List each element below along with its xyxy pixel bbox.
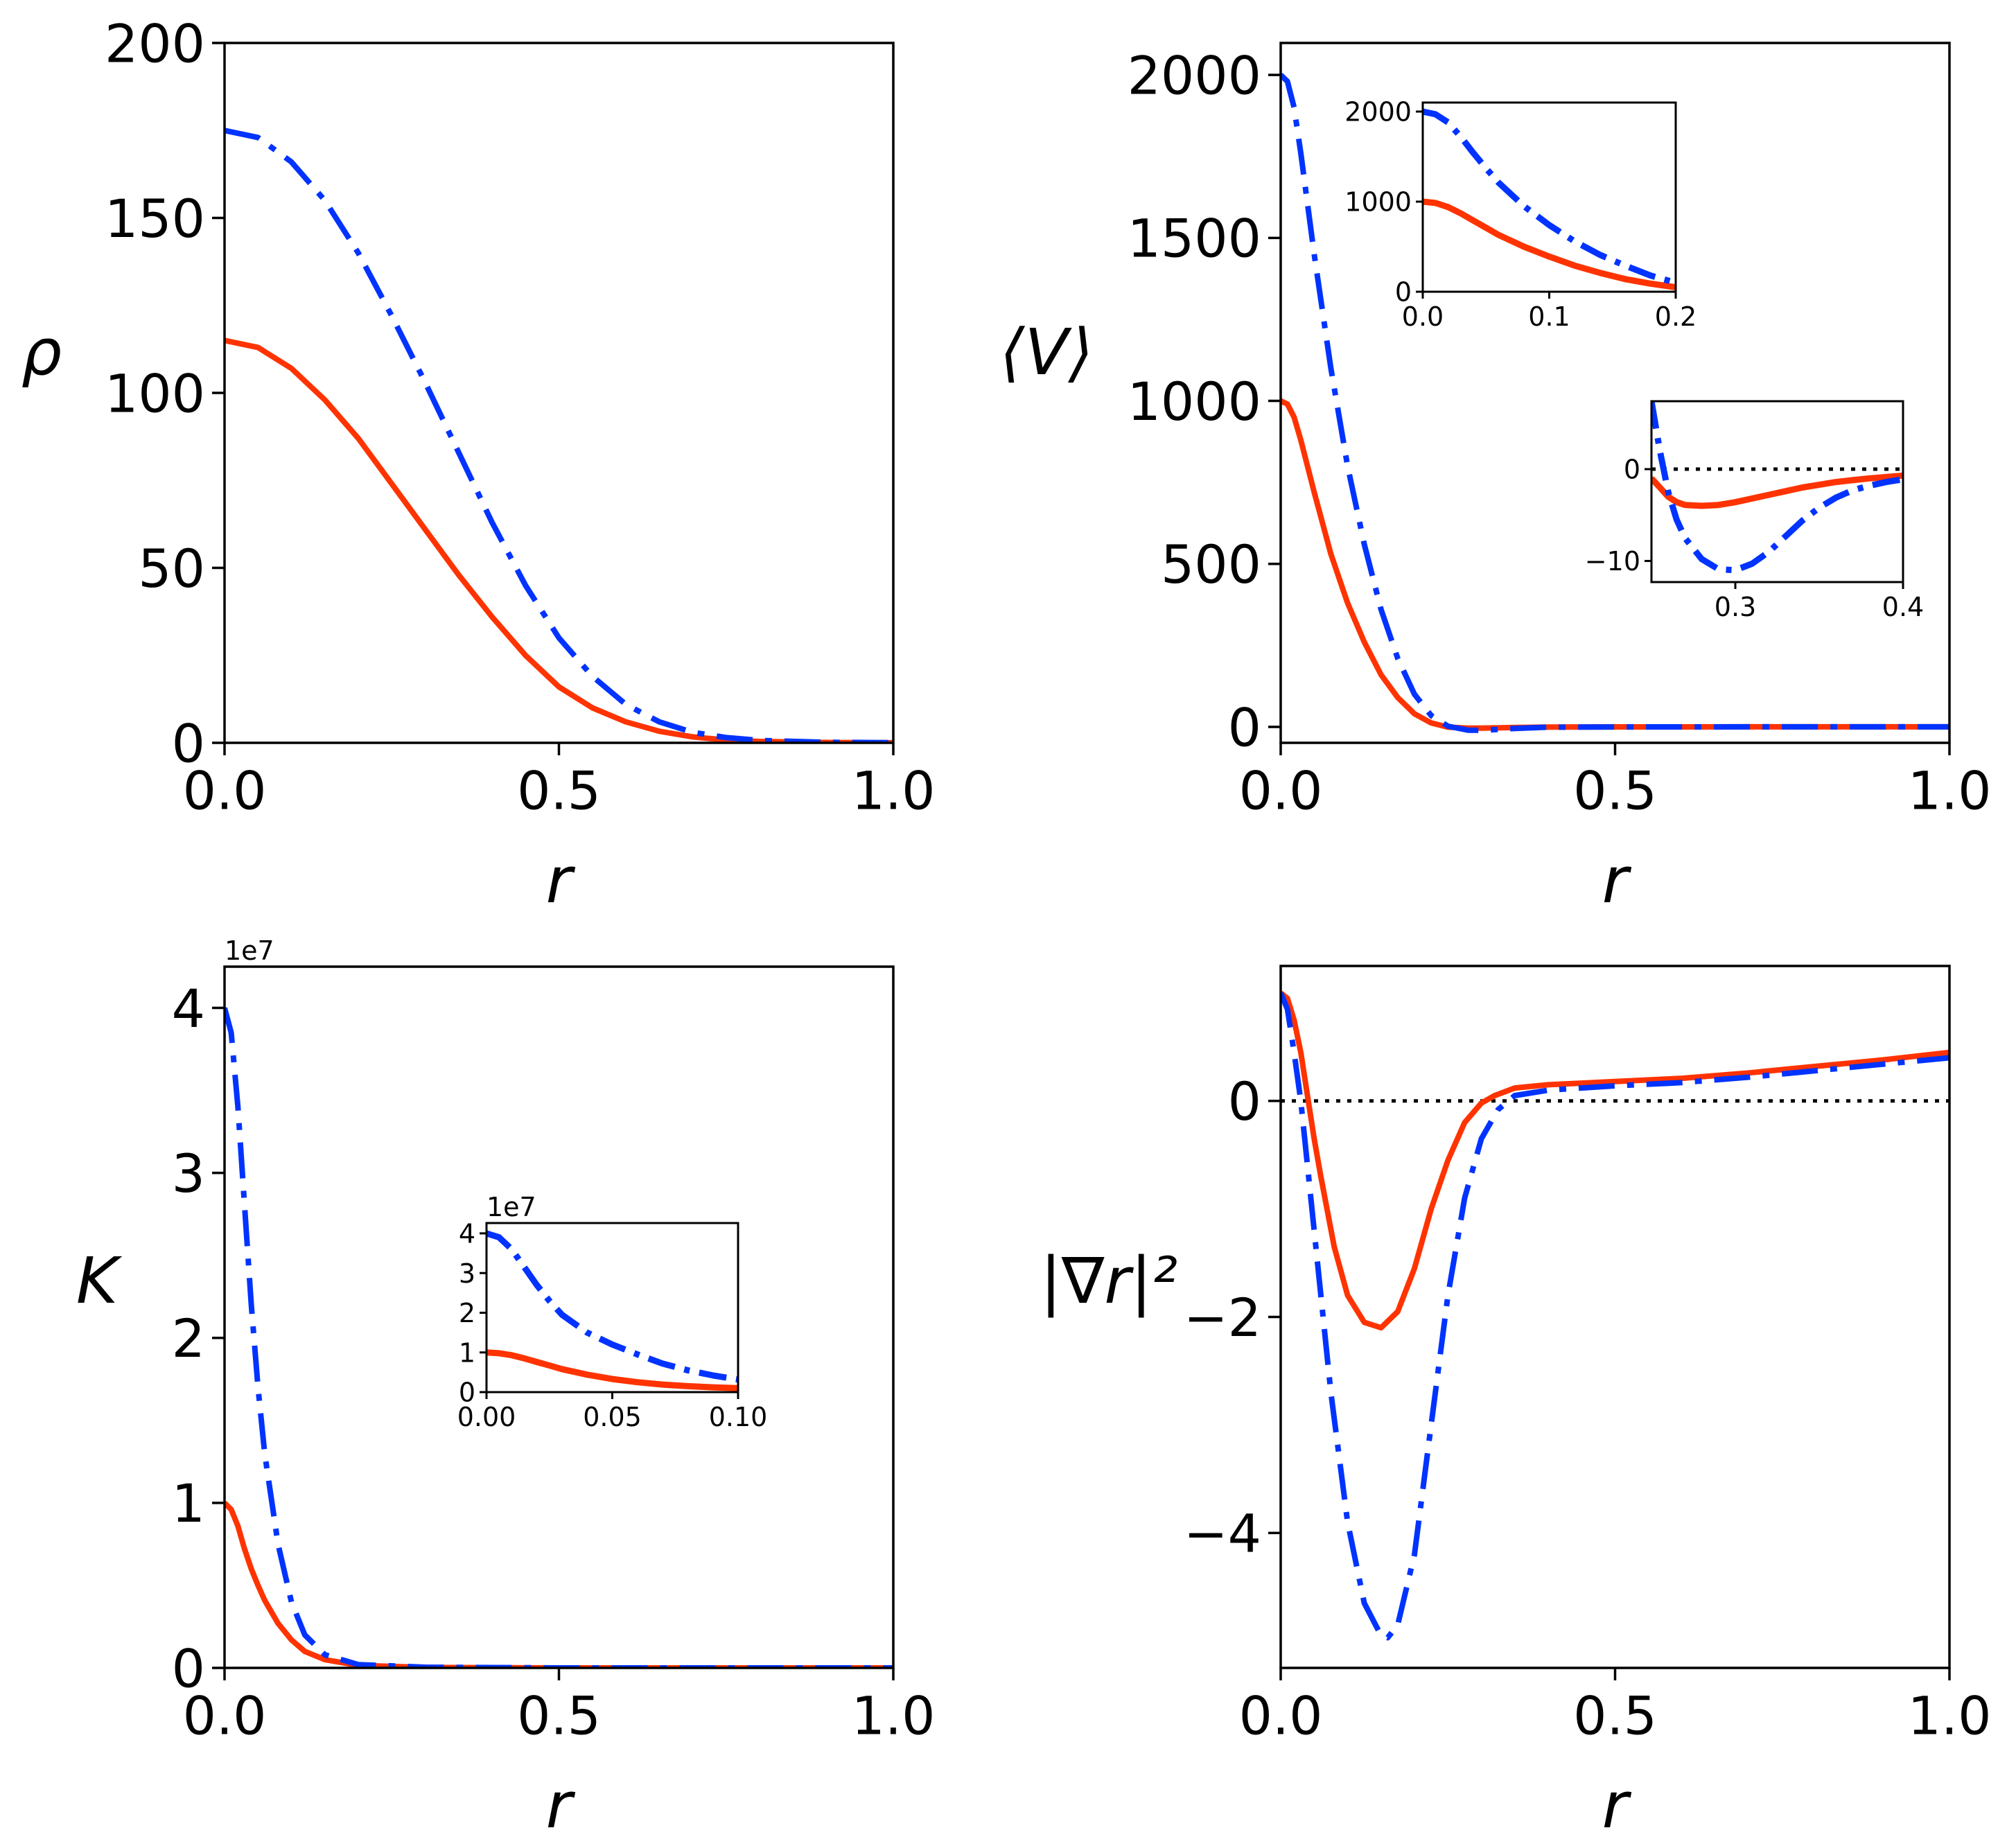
panel-grad-r-squared: 0.0 0.5 1.0 −4 −2 0 r |∇r|² <box>1040 965 1992 1843</box>
series-line-dash-dot <box>487 1230 738 1383</box>
y-tick-label: 2 <box>172 1308 205 1369</box>
inset-axes: 0.0 0.1 0.2 0 1000 2000 <box>1344 97 1697 332</box>
inset-frame <box>1650 400 1904 583</box>
y-tick-label: 50 <box>138 538 205 599</box>
series-line-solid <box>225 337 893 743</box>
series-line-dash-dot <box>1423 108 1676 286</box>
x-axis-label: r <box>546 843 576 917</box>
series-line-dash-dot <box>1651 401 1903 574</box>
y-tick-label: 2000 <box>1344 97 1412 128</box>
y-tick-label: 1 <box>459 1337 475 1368</box>
x-tick-label: 1.0 <box>852 760 936 822</box>
y-tick-label: 0 <box>1228 1071 1261 1132</box>
y-tick-label: 1500 <box>1128 208 1261 270</box>
y-tick-label: 1 <box>172 1473 205 1534</box>
series-line-solid <box>1281 990 1949 1331</box>
y-tick-label: −2 <box>1184 1287 1261 1348</box>
inset-axes: 0.00 0.05 0.10 0 1 2 3 4 1e7 <box>457 1192 768 1432</box>
y-tick-label: 0 <box>1395 277 1412 308</box>
series-line-dash-dot <box>1281 73 1949 733</box>
series-line-dash-dot <box>1281 992 1949 1641</box>
y-tick-label: −10 <box>1585 546 1640 577</box>
y-tick-label: 3 <box>172 1143 205 1204</box>
panel-kretschmann: 0.0 0.5 1.0 0 1 2 3 4 1e7 r K 0.00 0.05 0.10 0 1 2 3 4 1e7 <box>76 935 936 1843</box>
y-tick-label: 200 <box>105 12 205 74</box>
y-tick-label: 4 <box>172 978 205 1039</box>
y-axis-label: ⟨V⟩ <box>1000 315 1094 389</box>
series-line-solid <box>487 1349 738 1391</box>
axis-offset-label: 1e7 <box>225 935 274 966</box>
y-tick-label: 0 <box>1624 455 1640 485</box>
x-tick-label: 0.5 <box>517 760 601 822</box>
y-tick-label: 0 <box>172 712 205 774</box>
x-tick-label: 0.1 <box>1528 301 1570 332</box>
y-tick-label: −4 <box>1184 1503 1261 1565</box>
x-tick-label: 0.0 <box>183 760 267 822</box>
x-tick-label: 0.5 <box>517 1685 601 1747</box>
y-tick-label: 4 <box>459 1219 475 1249</box>
y-tick-label: 0 <box>1228 696 1261 758</box>
x-tick-label: 1.0 <box>1908 1685 1992 1747</box>
y-tick-label: 3 <box>459 1258 475 1289</box>
x-tick-label: 0.10 <box>709 1402 768 1432</box>
x-tick-label: 0.2 <box>1655 301 1697 332</box>
inset-axes: 0.3 0.4 −10 0 <box>1585 400 1924 622</box>
series-line-solid <box>225 1501 893 1668</box>
y-axis-label: |∇r|² <box>1040 1244 1177 1318</box>
axis-offset-label: 1e7 <box>487 1192 536 1222</box>
x-tick-label: 0.00 <box>457 1402 516 1432</box>
x-tick-label: 0.5 <box>1573 760 1657 822</box>
x-tick-label: 0.5 <box>1573 1685 1657 1747</box>
series-line-dash-dot <box>225 128 893 743</box>
panel-potential: 0.0 0.5 1.0 0 500 1000 1500 2000 r ⟨V⟩ 0.0 0.1 0.2 0 1… <box>1000 42 1992 917</box>
inset-background <box>487 1223 738 1392</box>
y-tick-label: 1000 <box>1344 187 1412 218</box>
x-tick-label: 1.0 <box>1908 760 1992 822</box>
y-tick-label: 2000 <box>1128 44 1261 106</box>
x-tick-label: 0.0 <box>1239 760 1323 822</box>
x-axis-label: r <box>546 1768 576 1843</box>
y-axis-label: ρ <box>21 315 62 389</box>
x-tick-label: 0.4 <box>1882 592 1924 622</box>
y-tick-label: 2 <box>459 1298 475 1328</box>
x-tick-label: 0.0 <box>183 1685 267 1747</box>
inset-background <box>1423 103 1676 292</box>
y-tick-label: 0 <box>172 1637 205 1699</box>
x-axis-label: r <box>1602 843 1632 917</box>
y-tick-label: 100 <box>105 362 205 424</box>
x-tick-label: 0.0 <box>1239 1685 1323 1747</box>
axes-frame <box>1279 965 1951 1669</box>
x-axis-label: r <box>1602 1768 1632 1843</box>
x-tick-label: 0.3 <box>1715 592 1756 622</box>
y-tick-label: 1000 <box>1128 371 1261 432</box>
panel-rho: 0.0 0.5 1.0 0 50 100 150 200 r ρ <box>21 12 936 917</box>
series-line-solid <box>1423 198 1676 290</box>
y-tick-label: 150 <box>105 188 205 249</box>
x-tick-label: 0.05 <box>583 1402 642 1432</box>
series-line-solid <box>1651 472 1903 509</box>
x-tick-label: 1.0 <box>852 1685 936 1747</box>
y-axis-label: K <box>76 1244 123 1318</box>
x-tick-label: 0.0 <box>1402 301 1444 332</box>
y-tick-label: 500 <box>1161 534 1261 595</box>
y-tick-label: 0 <box>459 1378 475 1408</box>
